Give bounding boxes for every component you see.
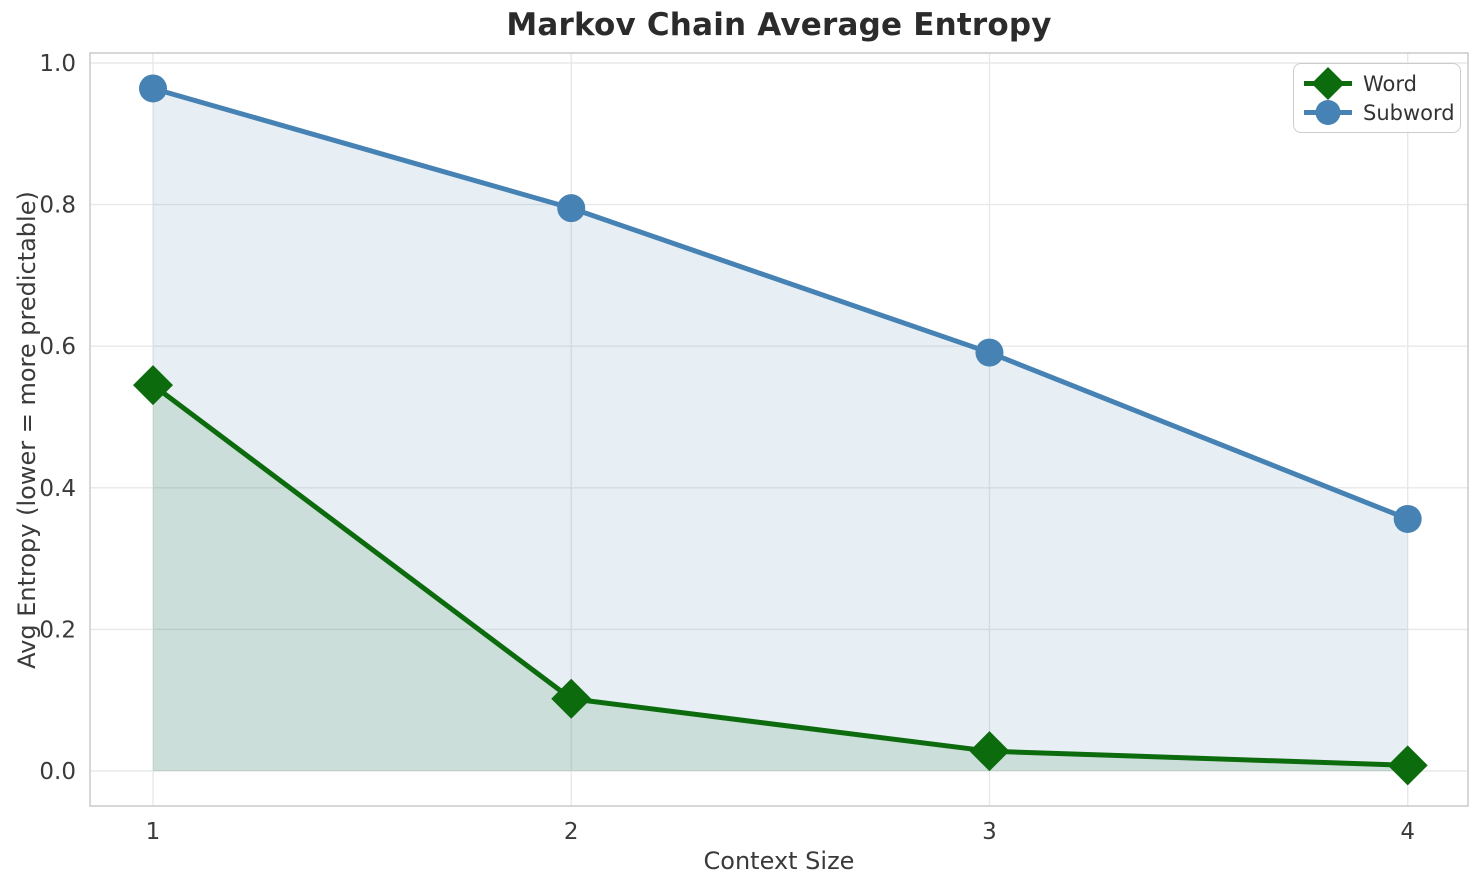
diamond-marker <box>1311 67 1345 100</box>
legend-item-word: Word <box>1303 67 1452 100</box>
diamond-marker <box>1387 745 1428 786</box>
series-line-word <box>150 382 1411 768</box>
x-tick-label: 1 <box>146 819 161 845</box>
plot-border <box>89 52 1469 807</box>
circle-marker <box>1315 100 1341 125</box>
y-tick-label: 0.8 <box>39 193 76 219</box>
legend-label: Subword <box>1363 100 1455 125</box>
x-tick-label: 3 <box>982 819 997 845</box>
area-fill-subword <box>153 88 1408 772</box>
series-markers-subword <box>139 74 1422 533</box>
tick-labels: 0.0 0.2 0.4 0.6 0.8 1.0 1 2 3 4 <box>39 51 1415 845</box>
diamond-marker <box>133 365 173 406</box>
y-tick-label: 0.2 <box>39 617 76 643</box>
circle-marker <box>1393 504 1422 533</box>
diamond-marker <box>969 731 1010 772</box>
series-markers-word <box>133 365 1428 786</box>
y-tick-label: 1.0 <box>39 51 76 77</box>
plot-background <box>90 53 1468 806</box>
legend-label: Word <box>1363 71 1417 96</box>
diamond-marker <box>551 678 592 719</box>
circle-marker-icon <box>1304 100 1352 125</box>
series-line-subword <box>150 85 1411 522</box>
legend: Word Subword <box>1293 63 1461 133</box>
chart-title: Markov Chain Average Entropy <box>506 7 1052 43</box>
circle-marker <box>557 194 586 223</box>
diamond-marker-icon <box>1304 67 1352 100</box>
y-tick-label: 0.4 <box>39 476 76 502</box>
x-tick-label: 2 <box>564 819 579 845</box>
x-tick-label: 4 <box>1400 819 1415 845</box>
y-tick-label: 0.0 <box>39 759 76 785</box>
y-tick-label: 0.6 <box>39 334 76 360</box>
circle-marker <box>139 74 167 103</box>
legend-item-subword: Subword <box>1303 98 1455 127</box>
x-axis-label: Context Size <box>703 847 855 875</box>
circle-marker <box>975 338 1004 367</box>
y-axis-label: Avg Entropy (lower = more predictable) <box>13 191 41 669</box>
area-fill-word <box>153 385 1408 771</box>
